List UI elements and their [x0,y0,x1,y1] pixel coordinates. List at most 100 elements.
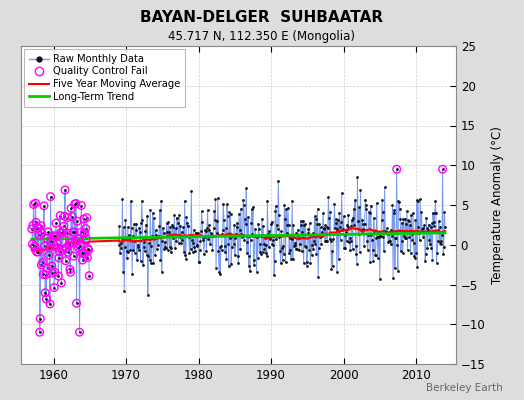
Point [312,216,320,222]
Point [42,296,50,302]
Point [341,232,349,238]
Point [408,237,417,244]
Point [297,218,305,224]
Point [172,238,180,244]
Point [410,252,418,259]
Point [291,242,299,248]
Point [150,215,158,221]
Point [177,240,185,246]
Point [363,238,372,244]
Point [425,237,433,243]
Point [332,220,340,226]
Point [246,237,255,244]
Point [389,209,398,216]
Point [261,250,270,256]
Point [157,198,165,204]
Point [405,234,413,240]
Point [383,225,391,232]
Point [79,257,87,263]
Point [154,234,162,240]
Point [32,249,41,255]
Point [47,238,56,244]
Point [412,197,421,204]
Point [259,223,267,230]
Point [225,209,234,216]
Point [241,237,249,243]
Point [133,241,141,248]
Point [197,228,205,235]
Point [407,212,416,218]
Point [34,225,42,231]
Point [352,251,361,258]
Point [439,166,447,172]
Point [116,240,125,246]
Point [37,262,46,268]
Point [38,230,46,236]
Point [55,255,63,261]
Point [263,253,271,259]
Point [57,229,65,236]
Point [51,233,60,239]
Point [41,290,49,296]
Point [365,210,374,216]
Point [84,247,93,253]
Point [66,266,74,272]
Point [368,236,376,243]
Point [242,221,250,228]
Point [72,200,80,207]
Point [431,210,439,216]
Point [270,258,279,265]
Point [339,226,347,232]
Point [432,210,440,216]
Point [430,223,438,229]
Point [292,246,300,253]
Point [266,236,275,242]
Point [299,218,307,224]
Point [63,214,72,221]
Point [333,226,342,232]
Point [164,219,172,225]
Point [52,234,61,240]
Point [191,248,199,255]
Point [211,196,220,202]
Point [34,225,42,231]
Point [31,243,39,250]
Point [356,186,365,193]
Point [173,215,182,222]
Point [185,250,194,256]
Point [425,241,434,248]
Point [149,260,157,266]
Point [433,250,441,256]
Point [306,260,314,266]
Point [131,238,139,244]
Point [348,246,357,252]
Point [210,225,218,231]
Point [187,188,195,194]
Point [368,247,377,253]
Point [171,245,179,251]
Point [222,256,231,262]
Point [56,248,64,255]
Point [30,243,38,250]
Point [420,222,429,229]
Point [124,248,133,255]
Point [123,255,131,261]
Point [80,216,88,222]
Point [171,225,180,231]
Point [321,238,329,244]
Point [42,296,50,302]
Point [43,265,52,272]
Point [292,230,301,237]
Point [345,234,354,241]
Point [46,193,54,200]
Point [224,241,232,248]
Point [54,273,62,279]
Point [144,253,152,260]
Point [165,229,173,236]
Point [244,214,252,220]
Point [61,187,69,193]
Point [57,229,65,236]
Point [328,248,336,254]
Point [54,273,62,279]
Point [128,232,137,239]
